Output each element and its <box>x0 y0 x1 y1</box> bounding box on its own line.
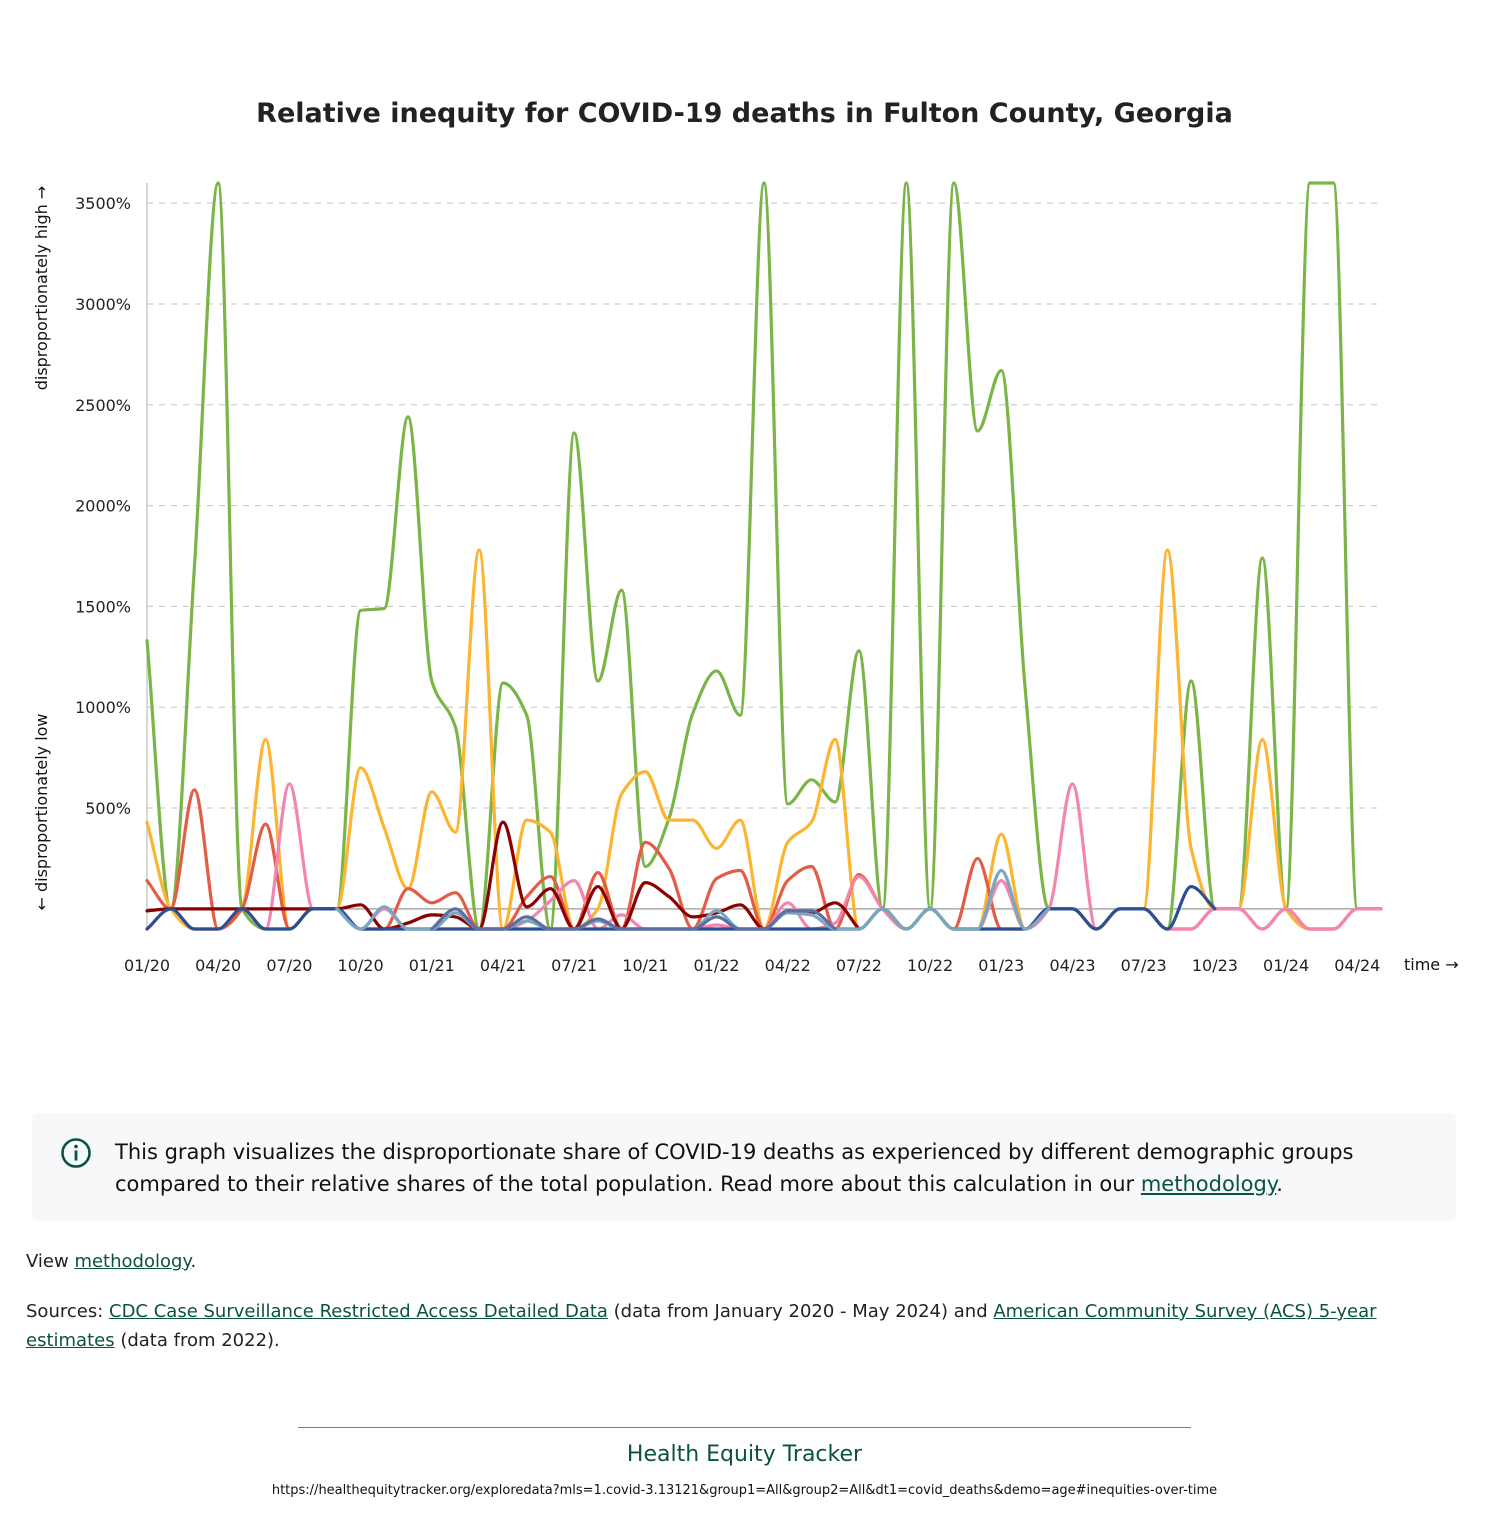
x-tick-label: 04/22 <box>765 956 811 975</box>
x-tick-label: 10/20 <box>338 956 384 975</box>
sources-mid: (data from January 2020 - May 2024) and <box>607 1301 994 1322</box>
y-tick-label: 500% <box>85 799 131 818</box>
footer-brand: Health Equity Tracker <box>626 1442 863 1467</box>
y-axis-label-high: disproportionately high → <box>32 186 51 391</box>
x-tick-label: 07/20 <box>266 956 312 975</box>
x-tick-label: 10/23 <box>1192 956 1238 975</box>
series-lines <box>145 181 1383 931</box>
axes <box>146 183 1381 929</box>
x-tick-label: 10/21 <box>622 956 668 975</box>
series-line-7 <box>430 907 837 931</box>
sources-suffix: (data from 2022). <box>114 1330 280 1351</box>
sources: Sources: CDC Case Surveillance Restricte… <box>26 1297 1456 1355</box>
info-box: This graph visualizes the disproportiona… <box>32 1113 1456 1221</box>
axis-labels: 500% 1000% 1500% 2000% 2500% 3000% 3500% 01/20 0… <box>32 186 1459 975</box>
view-methodology: View methodology. <box>26 1251 196 1272</box>
y-tick-label: 2000% <box>75 497 131 516</box>
info-text: This graph visualizes the disproportiona… <box>115 1136 1425 1200</box>
y-tick-label: 3500% <box>75 194 131 213</box>
y-tick-label: 1500% <box>75 597 131 616</box>
view-methodology-link[interactable]: methodology <box>74 1251 191 1272</box>
x-tick-label: 04/21 <box>480 956 526 975</box>
view-suffix: . <box>190 1251 197 1272</box>
x-tick-label: 07/23 <box>1121 956 1167 975</box>
x-axis-label: time → <box>1404 955 1459 974</box>
chart-title: Relative inequity for COVID-19 deaths in… <box>256 98 1233 129</box>
footer-divider <box>298 1427 1191 1428</box>
y-tick-label: 3000% <box>75 295 131 314</box>
view-prefix: View <box>26 1251 75 1272</box>
methodology-link[interactable]: methodology <box>1140 1172 1277 1196</box>
x-tick-label: 01/23 <box>978 956 1024 975</box>
y-axis-label-low: ← disproportionately low <box>32 713 51 910</box>
y-tick-label: 1000% <box>75 698 131 717</box>
sources-prefix: Sources: <box>26 1301 109 1322</box>
cdc-source-link[interactable]: CDC Case Surveillance Restricted Access … <box>109 1301 608 1322</box>
chart: 500% 1000% 1500% 2000% 2500% 3000% 3500% 01/20 0… <box>32 181 1459 975</box>
x-tick-label: 01/21 <box>409 956 455 975</box>
x-tick-label: 01/22 <box>693 956 739 975</box>
x-tick-label: 04/20 <box>195 956 241 975</box>
x-tick-label: 01/20 <box>124 956 170 975</box>
y-tick-label: 2500% <box>75 396 131 415</box>
info-punctuation: . <box>1276 1172 1283 1196</box>
x-tick-label: 04/24 <box>1334 956 1380 975</box>
x-tick-label: 07/21 <box>551 956 597 975</box>
series-line-0 <box>145 181 1383 931</box>
x-tick-label: 01/24 <box>1263 956 1309 975</box>
series-line-3 <box>145 782 1383 931</box>
x-tick-label: 10/22 <box>907 956 953 975</box>
footer-url: https://healthequitytracker.org/explored… <box>271 1483 1218 1498</box>
acs-source-link[interactable]: American Community Survey (ACS) 5-year e… <box>26 1301 1377 1351</box>
x-tick-label: 04/23 <box>1049 956 1095 975</box>
info-description: This graph visualizes the disproportiona… <box>115 1140 1354 1196</box>
x-tick-label: 07/22 <box>836 956 882 975</box>
info-icon <box>61 1138 91 1168</box>
series-line-1 <box>145 548 1383 931</box>
series-line-6 <box>335 868 1051 931</box>
